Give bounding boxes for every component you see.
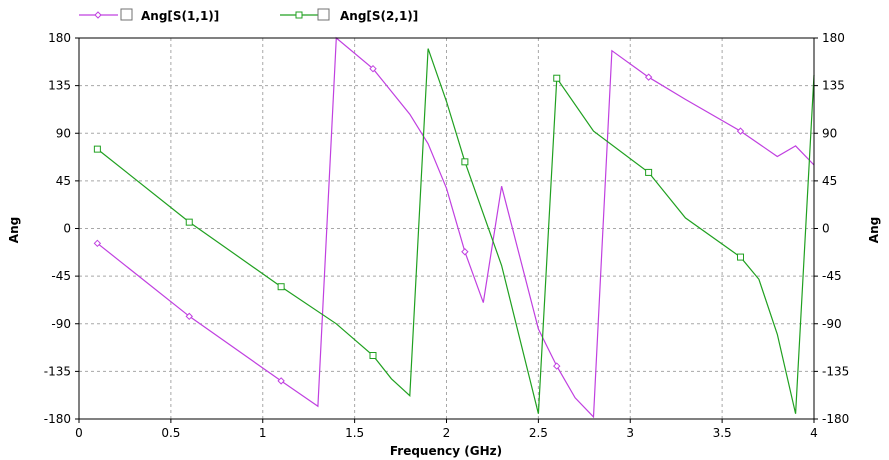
data-point-marker: [461, 248, 469, 256]
legend-diamond-marker: [94, 11, 102, 19]
data-point-marker: [277, 283, 285, 291]
y-axis-label-left: Ang: [7, 217, 21, 243]
x-tick-label: 2: [443, 426, 451, 440]
y-axis-label-right: Ang: [867, 217, 881, 243]
legend-item-s21[interactable]: Ang[S(2,1)]: [280, 8, 418, 23]
y-tick-label-left: 180: [48, 31, 71, 45]
y-tick-label-left: -180: [44, 412, 71, 426]
data-point-marker: [93, 239, 102, 248]
x-tick-label: 0: [75, 426, 83, 440]
grid: [79, 38, 814, 419]
legend-label-s11: Ang[S(1,1)]: [141, 9, 219, 23]
x-tick-label: 3.5: [713, 426, 732, 440]
y-tick-label-right: 135: [822, 79, 845, 93]
data-point-marker: [736, 127, 745, 135]
data-point-marker: [369, 352, 377, 359]
legend-item-s11[interactable]: Ang[S(1,1)]: [79, 8, 219, 23]
y-tick-label-right: 90: [822, 126, 837, 140]
legend-checkbox-s11[interactable]: [120, 8, 133, 21]
legend: Ang[S(1,1)] Ang[S(2,1)]: [79, 8, 418, 23]
y-tick-label-left: 135: [48, 79, 71, 93]
y-tick-label-right: 0: [822, 222, 830, 236]
y-tick-label-right: 45: [822, 174, 837, 188]
y-tick-label-left: -90: [51, 317, 71, 331]
y-tick-label-right: -45: [822, 269, 842, 283]
y-tick-label-right: 180: [822, 31, 845, 45]
data-point-marker: [644, 73, 653, 81]
data-point-marker: [737, 253, 744, 261]
x-tick-label: 4: [810, 426, 818, 440]
data-point-marker: [185, 218, 193, 226]
series-line-s21: [97, 48, 815, 414]
x-tick-label: 3: [626, 426, 634, 440]
y-tick-label-right: -180: [822, 412, 849, 426]
x-tick-label: 1: [259, 426, 267, 440]
x-axis-label: Frequency (GHz): [390, 444, 502, 458]
data-point-marker: [93, 145, 101, 153]
legend-square-marker: [295, 11, 303, 19]
series-line-s11: [97, 36, 815, 419]
y-tick-label-left: 90: [56, 126, 71, 140]
legend-checkbox-s21[interactable]: [317, 8, 330, 21]
data-point-marker: [185, 312, 193, 321]
x-tick-label: 2.5: [529, 426, 548, 440]
series-layer: [93, 36, 815, 419]
y-tick-label-left: -135: [44, 364, 71, 378]
y-tick-label-left: 0: [63, 222, 71, 236]
y-tick-label-left: 45: [56, 174, 71, 188]
y-tick-label-left: -45: [51, 269, 71, 283]
y-tick-label-right: -90: [822, 317, 842, 331]
data-point-marker: [461, 158, 469, 166]
x-tick-label: 1.5: [345, 426, 364, 440]
data-point-marker: [369, 64, 377, 73]
legend-label-s21: Ang[S(2,1)]: [340, 9, 418, 23]
x-tick-label: 0.5: [161, 426, 180, 440]
y-tick-label-right: -135: [822, 364, 849, 378]
data-point-marker: [277, 377, 285, 385]
data-point-marker: [645, 168, 653, 176]
data-point-marker: [553, 74, 561, 82]
data-point-marker: [553, 362, 561, 370]
